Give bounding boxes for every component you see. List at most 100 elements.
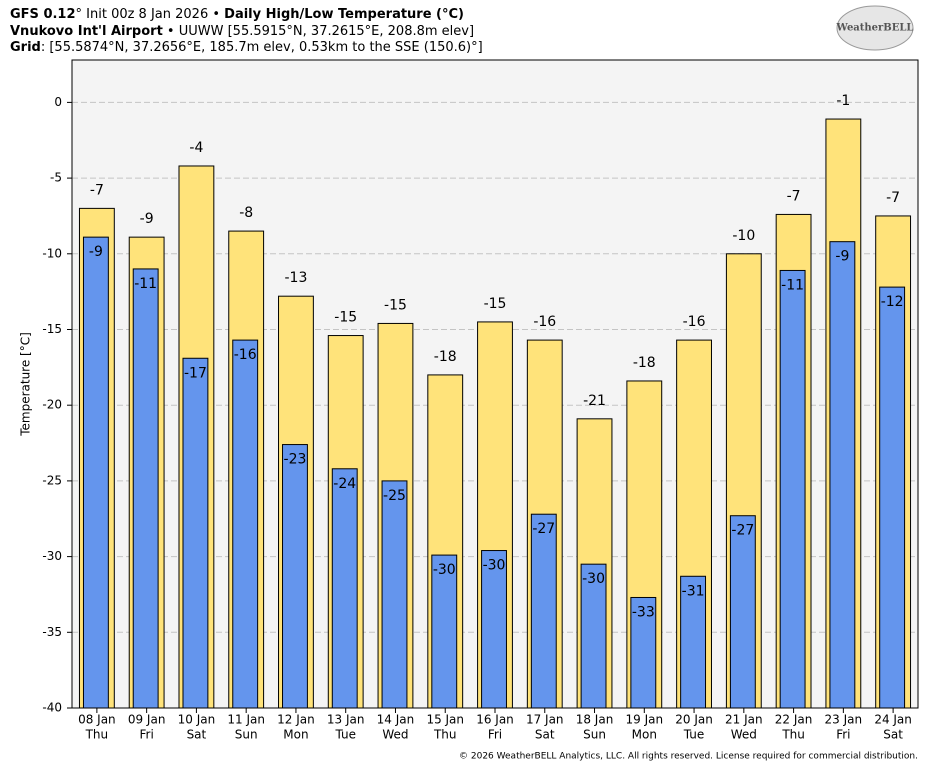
header-segment: • UUWW [55.5915°N, 37.2615°E, 208.8m ele… (163, 24, 474, 39)
low-bar (431, 554, 458, 709)
x-tick-label: 11 Jan (227, 713, 265, 727)
x-tick-weekday: Sat (535, 728, 555, 742)
low-bar (182, 357, 209, 709)
high-label: -8 (239, 205, 253, 221)
footer: © 2026 WeatherBELL Analytics, LLC. All r… (459, 752, 918, 762)
x-tick-weekday: Thu (781, 728, 805, 742)
low-bar (82, 236, 109, 709)
x-tick-label: 22 Jan (775, 713, 813, 727)
low-label: -33 (632, 604, 655, 620)
high-label: -1 (836, 93, 850, 109)
low-bar (580, 563, 607, 709)
x-tick-label: 09 Jan (128, 713, 166, 727)
plot-frame (71, 59, 919, 709)
x-tick-label: 10 Jan (178, 713, 216, 727)
x-tick-label: 20 Jan (675, 713, 713, 727)
y-tick-label: -40 (42, 701, 62, 715)
x-tick-weekday: Fri (139, 728, 153, 742)
header-segment: Daily High/Low Temperature (°C) (224, 7, 464, 22)
high-label: -21 (583, 393, 606, 409)
x-tick-label: 16 Jan (476, 713, 514, 727)
x-tick-weekday: Wed (731, 728, 757, 742)
low-label: -30 (483, 558, 506, 574)
x-tick-label: 12 Jan (277, 713, 315, 727)
x-tick-label: 23 Jan (825, 713, 863, 727)
low-bar (779, 269, 806, 709)
x-tick-weekday: Fri (836, 728, 850, 742)
header-line: Vnukovo Int'l Airport • UUWW [55.5915°N,… (10, 24, 474, 39)
low-label: -30 (433, 562, 456, 578)
x-tick-weekday: Mon (283, 728, 308, 742)
x-tick-weekday: Mon (632, 728, 657, 742)
header-segment: ° Init 00z 8 Jan 2026 • (76, 7, 225, 22)
high-label: -15 (384, 297, 407, 313)
x-tick-label: 15 Jan (426, 713, 464, 727)
low-label: -9 (89, 244, 103, 260)
high-label: -18 (434, 349, 457, 365)
low-label: -27 (731, 523, 754, 539)
high-label: -7 (787, 188, 801, 204)
high-label: -4 (189, 140, 203, 156)
low-label: -31 (682, 583, 705, 599)
x-tick-label: 24 Jan (874, 713, 912, 727)
low-bar (630, 596, 657, 709)
y-tick-label: -5 (50, 171, 62, 185)
x-tick-weekday: Sat (187, 728, 207, 742)
x-tick-weekday: Tue (683, 728, 705, 742)
x-tick-weekday: Fri (488, 728, 502, 742)
x-tick-label: 19 Jan (625, 713, 663, 727)
low-bar (282, 444, 308, 709)
header-line: Grid: [55.5874°N, 37.2656°E, 185.7m elev… (10, 40, 483, 55)
low-label: -30 (582, 571, 605, 587)
y-tick-label: -20 (42, 398, 62, 412)
high-label: -15 (484, 296, 507, 312)
header-segment: Grid (10, 40, 41, 55)
x-tick-weekday: Sun (583, 728, 606, 742)
low-bar (829, 241, 856, 709)
header-segment: : [55.5874°N, 37.2656°E, 185.7m elev, 0.… (41, 40, 483, 55)
header-line: GFS 0.12° Init 00z 8 Jan 2026 • Daily Hi… (10, 7, 464, 22)
logo-badge (836, 5, 914, 51)
low-bar (331, 468, 358, 709)
x-tick-weekday: Wed (382, 728, 408, 742)
low-label: -9 (835, 249, 849, 265)
low-bar (530, 513, 557, 709)
low-label: -17 (184, 365, 207, 381)
low-label: -23 (284, 452, 307, 468)
low-label: -25 (383, 488, 406, 504)
high-label: -15 (334, 310, 357, 326)
y-tick-label: -25 (42, 473, 62, 487)
logo: WeatherBELL (836, 23, 914, 34)
high-label: -13 (285, 270, 308, 286)
header-segment: GFS 0.12 (10, 7, 76, 22)
low-label: -11 (781, 277, 804, 293)
low-label: -24 (333, 476, 356, 492)
y-axis-label: Temperature [°C] (19, 332, 33, 437)
low-label: -16 (234, 347, 257, 363)
low-bar (132, 268, 159, 709)
y-tick-label: -15 (42, 322, 62, 336)
x-tick-label: 08 Jan (78, 713, 116, 727)
header-segment: Vnukovo Int'l Airport (10, 24, 163, 39)
x-tick-label: 21 Jan (725, 713, 763, 727)
y-tick-label: -10 (42, 246, 62, 260)
x-tick-weekday: Thu (433, 728, 457, 742)
high-label: -16 (533, 314, 556, 330)
x-tick-weekday: Tue (334, 728, 356, 742)
x-tick-weekday: Sat (883, 728, 903, 742)
y-tick-label: -30 (42, 549, 62, 563)
x-tick-weekday: Thu (85, 728, 109, 742)
x-tick-label: 13 Jan (327, 713, 365, 727)
low-bar (729, 515, 756, 709)
high-label: -7 (886, 190, 900, 206)
y-tick-label: -35 (42, 625, 62, 639)
high-label: -7 (90, 182, 104, 198)
low-bar (381, 480, 408, 709)
x-tick-label: 18 Jan (576, 713, 614, 727)
low-label: -11 (134, 276, 157, 292)
high-label: -9 (140, 211, 154, 227)
high-label: -16 (683, 314, 706, 330)
x-tick-label: 17 Jan (526, 713, 564, 727)
low-bar (879, 286, 906, 709)
